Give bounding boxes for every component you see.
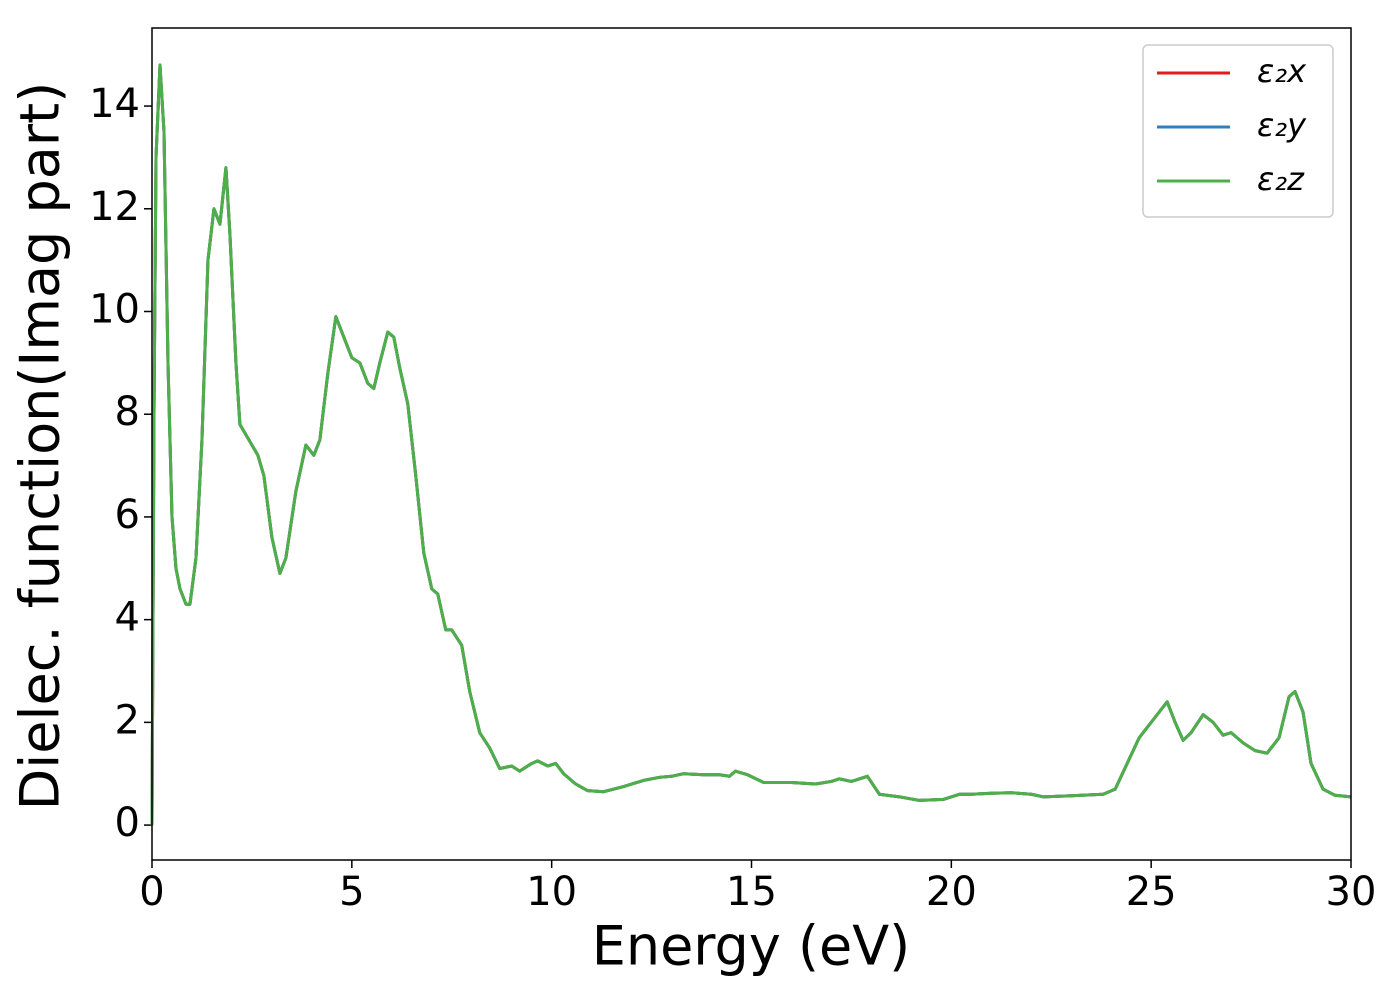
legend-label: ε₂x <box>1257 52 1307 90</box>
series-line <box>150 63 1352 826</box>
x-axis-label: Energy (eV) <box>592 915 911 978</box>
x-tick-label: 25 <box>1126 869 1177 915</box>
y-tick-label: 0 <box>115 800 140 846</box>
x-tick-label: 20 <box>926 869 977 915</box>
y-tick-label: 14 <box>89 81 140 127</box>
x-tick-label: 10 <box>526 869 577 915</box>
y-tick-label: 8 <box>115 389 140 435</box>
y-axis-label: Dielec. function(Imag part) <box>9 82 72 811</box>
x-tick-label: 0 <box>139 869 164 915</box>
legend-label: ε₂y <box>1257 106 1307 144</box>
x-tick-label: 5 <box>339 869 364 915</box>
y-tick-label: 10 <box>89 286 140 332</box>
x-tick-label: 15 <box>726 869 777 915</box>
y-tick-label: 2 <box>115 697 140 743</box>
y-tick-label: 4 <box>115 595 140 641</box>
legend-box <box>1142 44 1334 218</box>
legend-label: ε₂z <box>1257 160 1305 198</box>
y-tick-label: 6 <box>115 492 140 538</box>
x-tick-label: 30 <box>1326 869 1377 915</box>
y-tick-label: 12 <box>89 184 140 230</box>
plot-frame <box>151 27 1352 861</box>
